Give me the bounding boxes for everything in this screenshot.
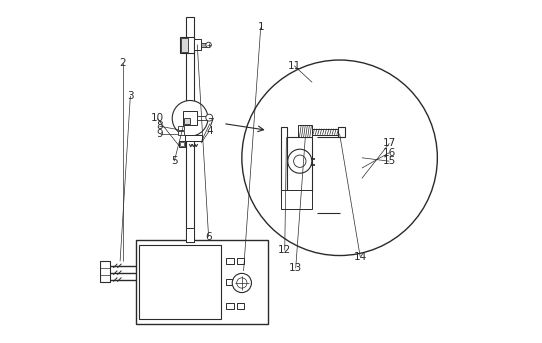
Text: 7: 7 [207,118,213,129]
Circle shape [172,100,208,136]
Circle shape [232,273,251,293]
Text: 13: 13 [289,263,302,273]
Text: 10: 10 [151,113,164,123]
Bar [299,125,312,137]
Bar [281,190,312,209]
Bar [202,43,208,47]
Text: 17: 17 [383,138,396,149]
Text: 9: 9 [156,129,163,139]
Circle shape [206,42,211,48]
Bar [237,303,244,309]
Bar [185,135,202,141]
Text: 12: 12 [278,245,292,256]
Text: 14: 14 [353,251,367,262]
Bar [197,116,207,120]
Circle shape [206,114,212,121]
Bar [183,111,197,125]
Text: 6: 6 [205,232,212,242]
Text: 8: 8 [156,121,163,131]
Circle shape [242,60,437,256]
Bar [194,39,202,50]
Bar [227,303,234,309]
Bar [100,261,110,282]
Text: 15: 15 [383,156,396,166]
Bar [178,126,184,130]
Bar [184,118,190,124]
Bar [181,38,188,52]
Text: 11: 11 [288,61,301,71]
Bar [237,258,244,264]
Bar [180,142,184,146]
Text: 1: 1 [257,22,264,33]
Bar [186,17,194,242]
Bar [237,279,244,285]
Circle shape [288,149,312,173]
Bar [227,279,234,285]
Bar [180,37,194,53]
Text: 5: 5 [171,156,178,166]
Text: 2: 2 [120,58,126,69]
Bar [136,240,268,324]
Bar [281,127,287,196]
Text: 3: 3 [127,91,134,101]
Bar [186,228,194,242]
Bar [179,141,185,147]
Text: 4: 4 [206,126,212,136]
Bar [139,245,221,319]
Text: 16: 16 [383,147,396,158]
Bar [312,129,338,135]
Bar [227,258,234,264]
Bar [338,127,345,137]
Bar [178,131,184,135]
Bar [287,137,312,192]
